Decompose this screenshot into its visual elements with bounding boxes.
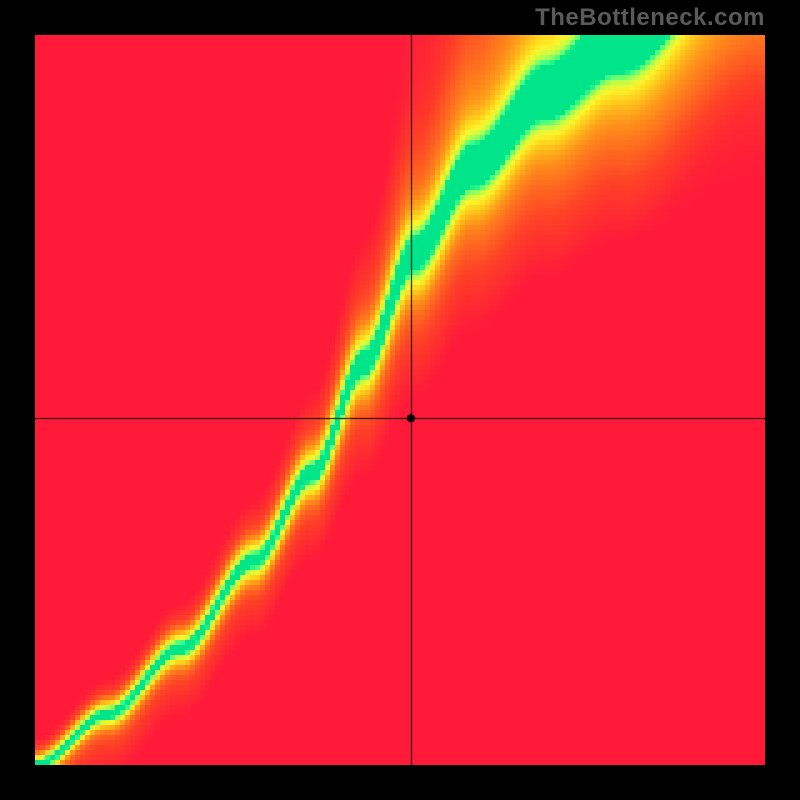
watermark-text: TheBottleneck.com	[535, 4, 765, 32]
chart-container: TheBottleneck.com	[0, 0, 800, 800]
bottleneck-heatmap	[35, 35, 765, 765]
